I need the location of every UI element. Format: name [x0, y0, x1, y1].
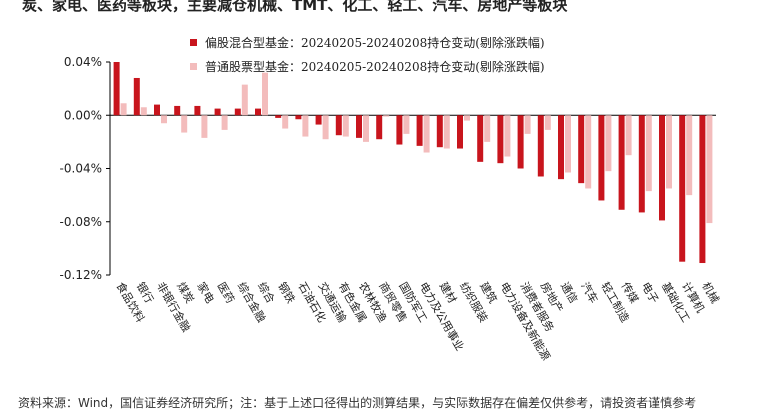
bar-series1	[275, 115, 282, 118]
bar-series1	[113, 62, 120, 116]
bar-series2	[161, 115, 167, 124]
bar-series2	[302, 115, 309, 137]
legend-swatch-series1	[190, 38, 197, 46]
bar-series2	[423, 115, 430, 153]
page-title: 炭、家电、医药等板块，主要减仓机械、TMT、化工、轻工、汽车、房地产等板块	[22, 0, 568, 14]
bar-series2	[241, 84, 248, 116]
bar-series2	[645, 115, 652, 192]
legend-label-series2: 普通股票型基金：20240205-20240208持仓变动(剔除涨跌幅)	[205, 59, 545, 74]
bar-series1	[477, 115, 484, 162]
bar-series2	[181, 115, 188, 133]
y-tick-label: -0.08%	[60, 215, 102, 229]
x-tick-label: 医药	[215, 280, 237, 306]
bar-series1	[174, 105, 181, 116]
legend-swatch-series2	[190, 62, 197, 70]
bar-series2	[201, 115, 208, 138]
x-tick-label: 汽车	[578, 280, 601, 306]
bar-series1	[436, 115, 443, 148]
bar-series1	[255, 108, 261, 116]
bar-series1	[699, 115, 706, 264]
bar-series2	[666, 115, 672, 189]
bar-series2	[221, 115, 228, 130]
bar-series2	[443, 115, 450, 149]
bar-series2	[120, 103, 127, 116]
bar-series1	[194, 105, 201, 116]
bar-series1	[214, 108, 221, 116]
bar-series1	[537, 115, 544, 177]
bar-series1	[497, 115, 504, 164]
x-tick-label: 电子	[639, 280, 661, 306]
bar-series2	[342, 115, 349, 137]
bar-series2	[262, 72, 268, 116]
bar-series2	[484, 115, 491, 142]
x-tick-label: 家电	[194, 280, 217, 306]
bar-series1	[335, 115, 342, 136]
bar-series2	[686, 115, 693, 196]
bar-series1	[234, 108, 241, 116]
bar-series2	[706, 115, 713, 224]
bar-series1	[154, 104, 160, 116]
bar-series1	[638, 115, 645, 213]
bar-series2	[605, 115, 612, 172]
bar-series2	[504, 115, 511, 157]
bar-series1	[659, 115, 665, 221]
bar-series2	[464, 115, 470, 121]
bar-series2	[524, 115, 531, 134]
bar-series1	[295, 115, 302, 120]
bar-series2	[585, 115, 592, 189]
bar-series1	[315, 115, 322, 125]
bar-series1	[416, 115, 423, 146]
bar-series1	[133, 77, 140, 116]
bar-series2	[403, 115, 410, 134]
bar-series1	[598, 115, 605, 201]
y-tick-label: 0.00%	[64, 108, 102, 122]
bar-series1	[618, 115, 625, 210]
x-tick-label: 钢铁	[275, 280, 297, 306]
bar-series2	[625, 115, 632, 156]
bar-series1	[517, 115, 524, 169]
bar-series2	[544, 115, 551, 130]
y-tick-label: -0.04%	[60, 162, 102, 176]
y-tick-label: 0.04%	[64, 55, 102, 69]
bar-series2	[383, 115, 390, 117]
bar-series1	[558, 115, 564, 180]
bar-series1	[376, 115, 383, 140]
bar-series1	[578, 115, 585, 184]
bar-series2	[363, 115, 369, 142]
y-tick-label: -0.12%	[60, 268, 102, 282]
bar-series2	[140, 107, 147, 116]
legend-item-series2: 普通股票型基金：20240205-20240208持仓变动(剔除涨跌幅)	[190, 54, 545, 78]
bar-series1	[396, 115, 403, 145]
chart-legend: 偏股混合型基金：20240205-20240208持仓变动(剔除涨跌幅) 普通股…	[190, 30, 545, 78]
bar-series2	[282, 115, 289, 129]
bar-series1	[356, 115, 362, 138]
legend-label-series1: 偏股混合型基金：20240205-20240208持仓变动(剔除涨跌幅)	[205, 35, 545, 50]
bar-series1	[679, 115, 686, 262]
bar-series2	[565, 115, 571, 173]
bar-series1	[457, 115, 463, 149]
bar-series2	[322, 115, 329, 140]
legend-item-series1: 偏股混合型基金：20240205-20240208持仓变动(剔除涨跌幅)	[190, 30, 545, 54]
